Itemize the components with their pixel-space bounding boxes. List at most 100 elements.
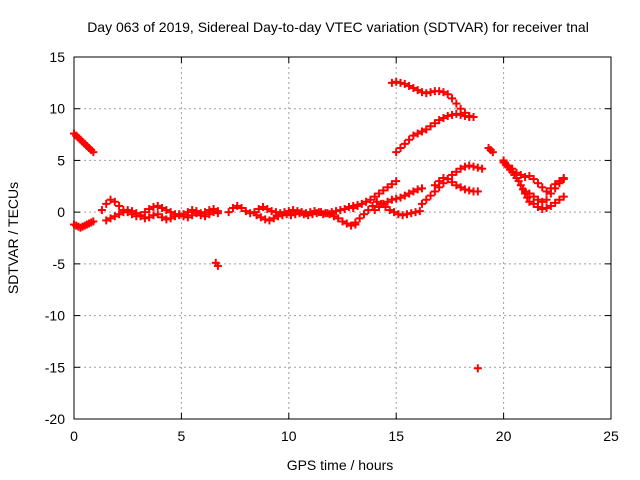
series-arc-d <box>102 206 222 225</box>
data-point <box>312 209 321 218</box>
data-point <box>196 211 205 220</box>
data-point <box>119 208 128 217</box>
data-point <box>228 204 237 213</box>
data-point <box>452 181 461 190</box>
data-point <box>241 207 250 216</box>
data-point <box>405 135 414 144</box>
data-point <box>452 167 461 176</box>
data-point <box>274 212 283 221</box>
y-tick-label: 5 <box>57 152 65 168</box>
data-point <box>411 208 420 217</box>
data-point <box>132 209 141 218</box>
data-point <box>443 111 452 120</box>
data-point <box>516 181 525 190</box>
data-point <box>286 211 295 220</box>
data-point <box>149 211 158 220</box>
data-point <box>546 201 555 210</box>
data-point <box>439 174 448 183</box>
data-point <box>304 211 313 220</box>
data-point <box>508 164 517 173</box>
data-point <box>362 197 371 206</box>
data-point <box>282 210 291 219</box>
data-point <box>426 88 435 97</box>
data-point <box>166 214 175 223</box>
data-point <box>370 192 379 201</box>
y-tick-labels: -20 -15 -10 -5 0 5 10 15 <box>45 49 65 427</box>
data-point <box>149 202 158 211</box>
data-point <box>205 210 214 219</box>
data-point <box>398 211 407 220</box>
data-point <box>213 261 222 270</box>
data-point <box>460 108 469 117</box>
data-point <box>278 211 287 220</box>
data-point <box>110 212 119 221</box>
y-axis-label: SDTVAR / TECUs <box>5 182 21 294</box>
data-point <box>448 94 457 103</box>
data-point <box>555 179 564 188</box>
data-point <box>237 204 246 213</box>
data-point <box>263 205 272 214</box>
data-point <box>192 209 201 218</box>
series-arc-u <box>473 364 482 373</box>
series-arc-n <box>484 144 497 157</box>
data-point <box>183 213 192 222</box>
data-point <box>460 185 469 194</box>
data-point <box>179 212 188 221</box>
data-point <box>325 210 334 219</box>
data-point <box>368 201 377 210</box>
series-arc-p <box>499 156 530 181</box>
data-point <box>448 170 457 179</box>
data-point <box>357 199 366 208</box>
y-tick-label: -5 <box>53 256 66 272</box>
data-point <box>115 210 124 219</box>
data-point <box>379 199 388 208</box>
data-point <box>405 81 414 90</box>
data-point <box>355 214 364 223</box>
data-point <box>538 183 547 192</box>
data-point <box>538 197 547 206</box>
data-point <box>426 122 435 131</box>
data-point <box>383 183 392 192</box>
data-point <box>387 78 396 87</box>
data-point <box>246 209 255 218</box>
data-point <box>366 195 375 204</box>
data-point <box>512 168 521 177</box>
data-point <box>392 194 401 203</box>
data-point <box>162 215 171 224</box>
data-point <box>102 216 111 225</box>
data-point <box>102 199 111 208</box>
data-point <box>514 177 523 186</box>
series-arc-m <box>430 174 482 196</box>
data-point <box>521 172 530 181</box>
data-point <box>170 212 179 221</box>
data-point <box>271 208 280 217</box>
data-point <box>213 209 222 218</box>
data-point <box>153 210 162 219</box>
series-arc-f <box>252 208 360 230</box>
data-point <box>542 195 551 204</box>
data-point <box>448 178 457 187</box>
data-point <box>269 214 278 223</box>
data-point <box>448 110 457 119</box>
data-point <box>538 205 547 214</box>
data-point <box>417 127 426 136</box>
data-point <box>256 213 265 222</box>
data-point <box>175 210 184 219</box>
data-point <box>338 217 347 226</box>
data-point <box>443 175 452 184</box>
y-tick-label: 15 <box>49 49 65 65</box>
data-point <box>136 212 145 221</box>
grid <box>74 57 611 419</box>
data-point <box>525 171 534 180</box>
data-point <box>145 213 154 222</box>
data-point <box>409 187 418 196</box>
data-point <box>390 208 399 217</box>
series-arc-a <box>70 129 98 157</box>
data-point <box>392 77 401 86</box>
data-point <box>488 148 497 157</box>
chart-title: Day 063 of 2019, Sidereal Day-to-day VTE… <box>87 19 589 35</box>
data-point <box>456 183 465 192</box>
data-point <box>396 144 405 153</box>
data-point <box>409 131 418 140</box>
